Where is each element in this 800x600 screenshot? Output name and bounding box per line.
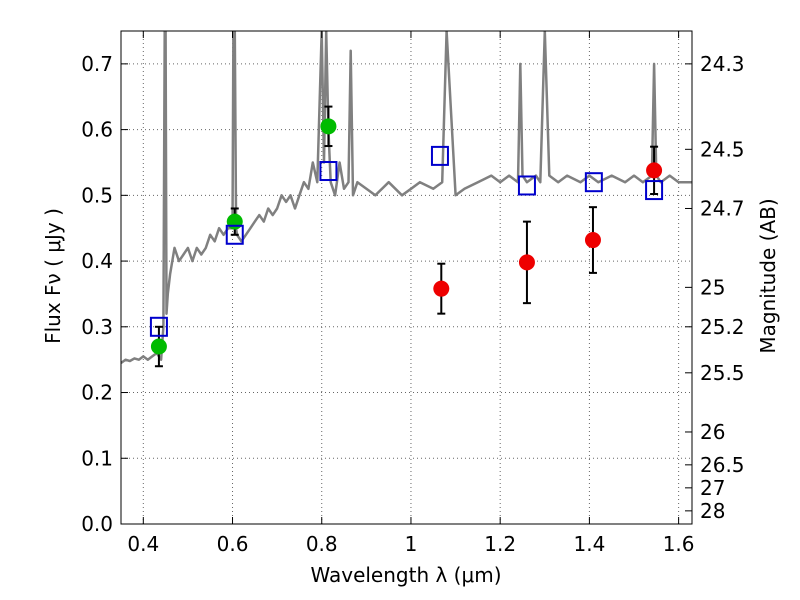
- right-tick-label: 25.5: [700, 361, 745, 385]
- y-tick-label: 0.3: [81, 315, 113, 339]
- right-tick-label: 26: [700, 420, 725, 444]
- x-tick-label: 0.4: [127, 532, 159, 556]
- y-tick-label: 0.5: [81, 183, 113, 207]
- model-square: [149, 316, 168, 337]
- right-tick-label: 25: [700, 275, 725, 299]
- x-tick-label: 1.6: [663, 532, 695, 556]
- plot-frame: [120, 30, 693, 525]
- model-square: [319, 161, 338, 182]
- green-point: [150, 338, 167, 355]
- right-tick-label: 26.5: [700, 453, 745, 477]
- y-axis-label: Flux Fν ( μJy ): [41, 208, 65, 344]
- red-point: [646, 162, 663, 179]
- model-square: [430, 145, 449, 166]
- right-tick-label: 24.7: [700, 196, 745, 220]
- green-point: [320, 118, 337, 135]
- right-tick-label: 24.5: [700, 137, 745, 161]
- markers: [149, 118, 664, 355]
- right-tick-label: 27: [700, 476, 725, 500]
- red-point: [518, 254, 535, 271]
- right-tick-label: 24.3: [700, 52, 745, 76]
- x-tick-label: 1.2: [484, 532, 516, 556]
- x-tick-label: 0.8: [306, 532, 338, 556]
- x-tick-label: 1.4: [573, 532, 605, 556]
- model-square: [517, 175, 536, 196]
- right-axis-label: Magnitude (AB): [756, 198, 780, 353]
- x-axis-label: Wavelength λ (μm): [310, 563, 501, 587]
- y-tick-labels: 0.0 0.1 0.2 0.3 0.4 0.5 0.6 0.7: [81, 52, 113, 536]
- x-tick-label: 1: [405, 532, 418, 556]
- y-tick-label: 0.7: [81, 52, 113, 76]
- y-tick-label: 0.6: [81, 118, 113, 142]
- y-tick-label: 0.4: [81, 249, 113, 273]
- spectrum-line: [121, 31, 692, 365]
- right-tick-label: 28: [700, 499, 725, 523]
- model-square: [645, 180, 664, 201]
- green-point: [226, 213, 243, 230]
- right-tick-label: 25.2: [700, 315, 745, 339]
- y-tick-label: 0.0: [81, 512, 113, 536]
- ticks: [121, 31, 692, 525]
- red-point: [433, 280, 450, 297]
- y-tick-label: 0.2: [81, 381, 113, 405]
- model-square: [225, 224, 244, 245]
- x-tick-labels: 0.4 0.6 0.8 1 1.2 1.4 1.6: [127, 532, 694, 556]
- spectrum-layer: [121, 31, 692, 365]
- x-tick-label: 0.6: [217, 532, 249, 556]
- model-square: [584, 172, 603, 193]
- red-point: [584, 232, 601, 249]
- y-tick-label: 0.1: [81, 446, 113, 470]
